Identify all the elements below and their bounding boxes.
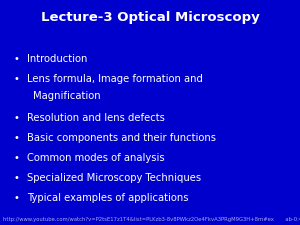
Text: Magnification: Magnification [33,91,101,101]
Text: •: • [14,153,20,163]
Text: •: • [14,54,20,64]
Text: Lecture-3 Optical Microscopy: Lecture-3 Optical Microscopy [40,11,260,24]
Text: •: • [14,133,20,143]
Text: Specialized Microscopy Techniques: Specialized Microscopy Techniques [27,173,201,183]
Text: •: • [14,74,20,84]
Text: Typical examples of applications: Typical examples of applications [27,193,188,202]
Text: Basic components and their functions: Basic components and their functions [27,133,216,143]
Text: Introduction: Introduction [27,54,87,64]
Text: •: • [14,173,20,183]
Text: Lens formula, Image formation and: Lens formula, Image formation and [27,74,203,84]
Text: Common modes of analysis: Common modes of analysis [27,153,165,163]
Text: •: • [14,113,20,123]
Text: •: • [14,193,20,202]
Text: Resolution and lens defects: Resolution and lens defects [27,113,165,123]
Text: http://www.youtube.com/watch?v=P2tsE17z1T4&list=PLKzb3-8v8PWkz2Oe4FkvA3PRgM9G3H+: http://www.youtube.com/watch?v=P2tsE17z1… [3,217,300,222]
